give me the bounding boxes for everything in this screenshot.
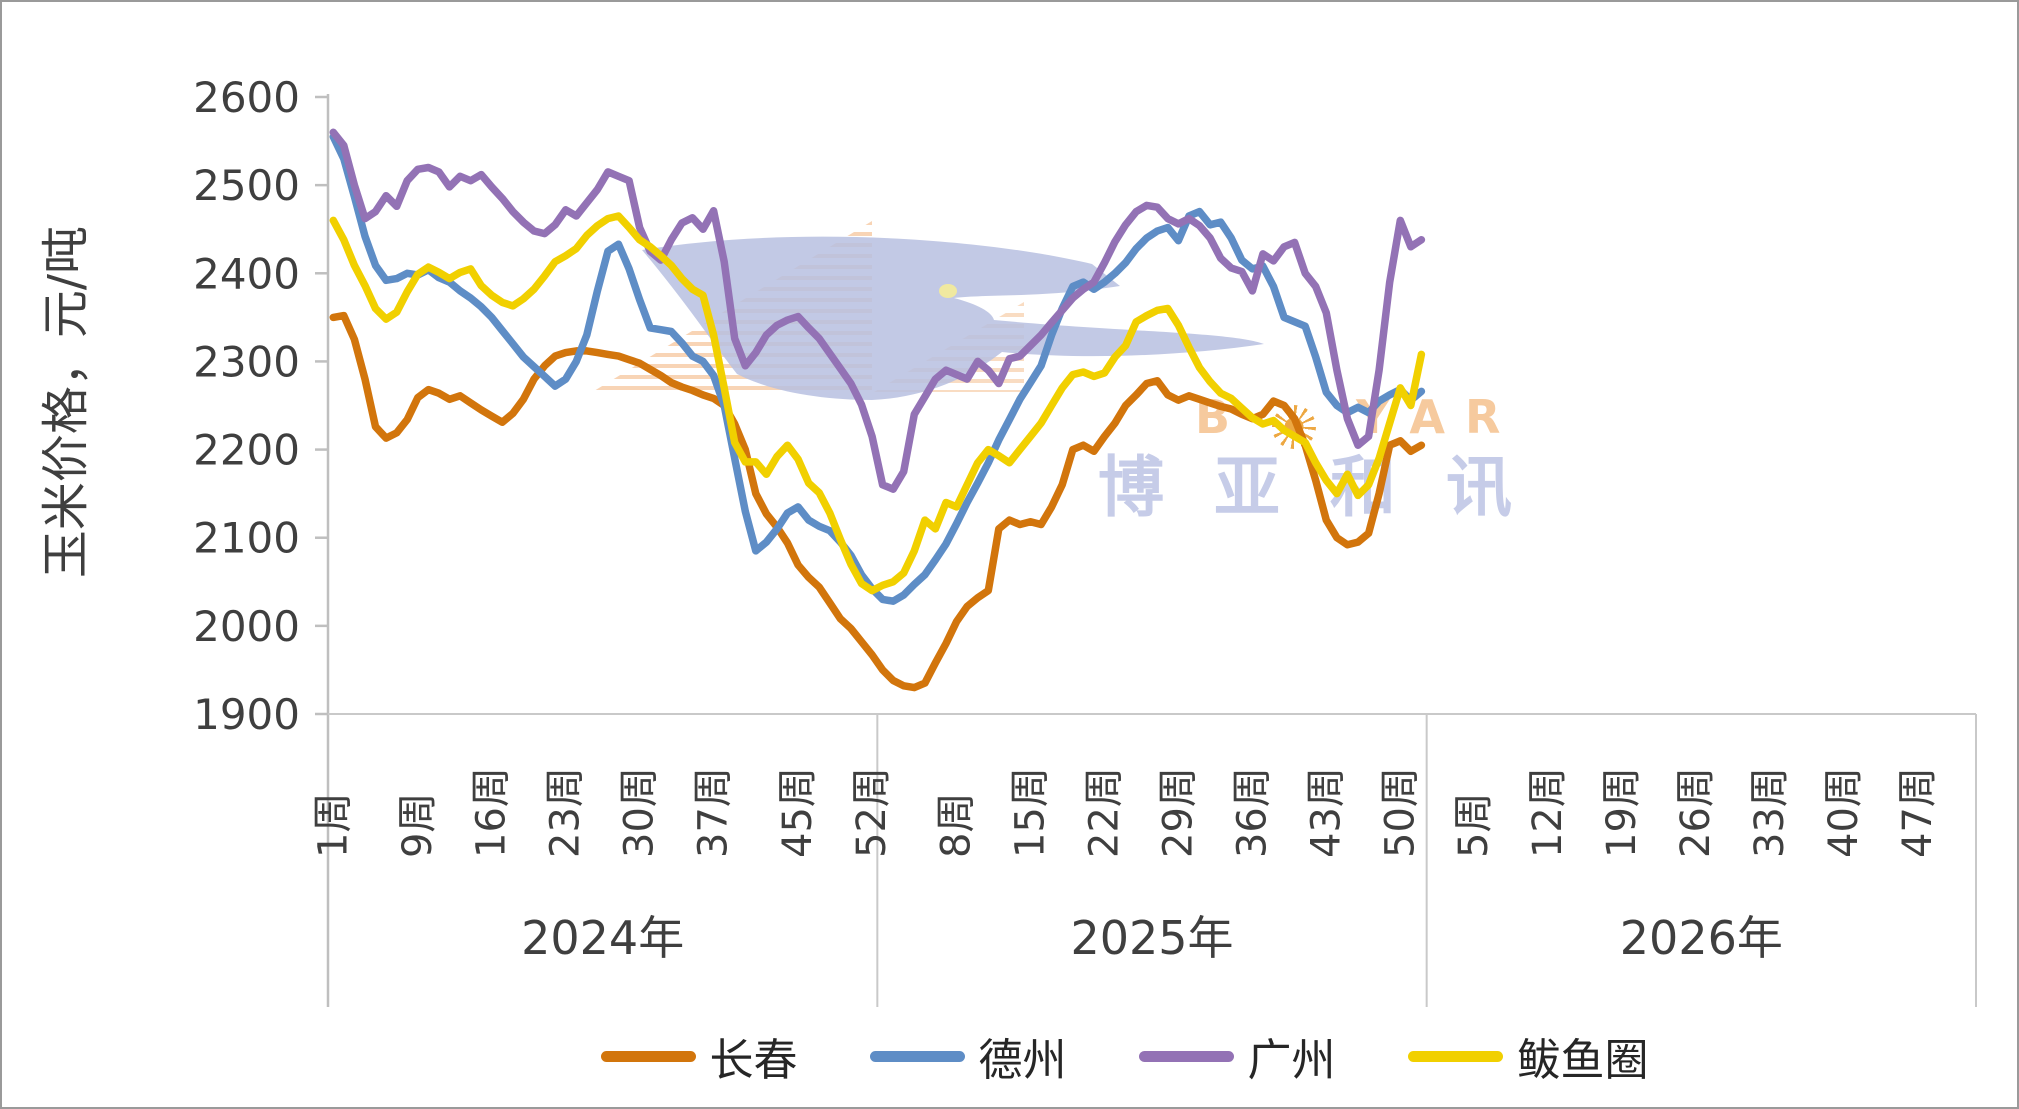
x-week-tick-label: 30周 [617,767,663,858]
legend-item-changchun: 长春 [600,1024,798,1088]
y-tick-label: 2100 [193,514,300,563]
x-week-tick-label: 8周 [934,793,980,858]
y-axis-title: 玉米价格，元/吨 [38,226,94,578]
x-week-tick-label: 43周 [1303,767,1349,858]
x-week-tick-label: 9周 [395,793,441,858]
legend-label: 德州 [978,1035,1067,1086]
x-week-tick-label: 29周 [1155,767,1201,858]
x-year-label: 2024年 [521,911,684,965]
x-week-tick-label: 26周 [1673,767,1719,858]
y-tick-label: 2300 [193,337,300,386]
legend-item-dezhou: 德州 [869,1024,1067,1088]
legend-swatch-changchun-icon [600,1050,696,1062]
x-week-tick-label: 15周 [1008,767,1054,858]
x-year-label: 2026年 [1620,911,1783,965]
x-week-tick-label: 52周 [849,767,895,858]
x-year-label: 2025年 [1070,911,1233,965]
y-tick-label: 1900 [193,690,300,739]
x-week-tick-label: 40周 [1821,767,1867,858]
x-week-tick-label: 5周 [1451,793,1497,858]
x-week-tick-label: 22周 [1081,767,1127,858]
series-lines [329,128,1426,692]
series-line-广州 [329,128,1426,493]
x-week-tick-label: 45周 [775,767,821,858]
legend-item-guangzhou: 广州 [1138,1024,1336,1088]
legend: 长春 德州 广州 鲅鱼圈 [117,1024,2017,1088]
legend-label: 长春 [709,1035,798,1086]
y-tick-label: 2600 [193,73,300,122]
y-tick-label: 2400 [193,249,300,298]
legend-swatch-guangzhou-icon [1138,1050,1234,1062]
x-week-tick-label: 1周 [310,793,356,858]
x-week-tick-label: 23周 [543,767,589,858]
x-week-tick-label: 47周 [1895,767,1941,858]
legend-label: 鲅鱼圈 [1516,1035,1649,1086]
y-tick-label: 2000 [193,602,300,651]
x-week-tick-label: 12周 [1525,767,1571,858]
axes: 2600 2500 2400 2300 2200 2100 2000 1900 1周 9周 16周 2… [193,73,1977,1007]
series-line-长春 [329,311,1426,692]
x-week-tick-label: 50周 [1377,767,1423,858]
watermark-cjk-text: 博亚和讯 [1098,449,1562,526]
y-tick-label: 2500 [193,161,300,210]
series-line-鲅鱼圈 [329,212,1426,595]
legend-item-bayuquan: 鲅鱼圈 [1407,1024,1649,1088]
legend-swatch-dezhou-icon [869,1050,965,1062]
legend-label: 广州 [1247,1035,1336,1086]
series-line-德州 [329,132,1426,605]
x-week-tick-label: 36周 [1229,767,1275,858]
y-tick-label: 2200 [193,426,300,475]
x-week-tick-label: 19周 [1599,767,1645,858]
x-week-tick-label: 37周 [691,767,737,858]
x-week-tick-label: 33周 [1747,767,1793,858]
legend-swatch-bayuquan-icon [1407,1050,1503,1062]
x-week-tick-label: 16周 [469,767,515,858]
